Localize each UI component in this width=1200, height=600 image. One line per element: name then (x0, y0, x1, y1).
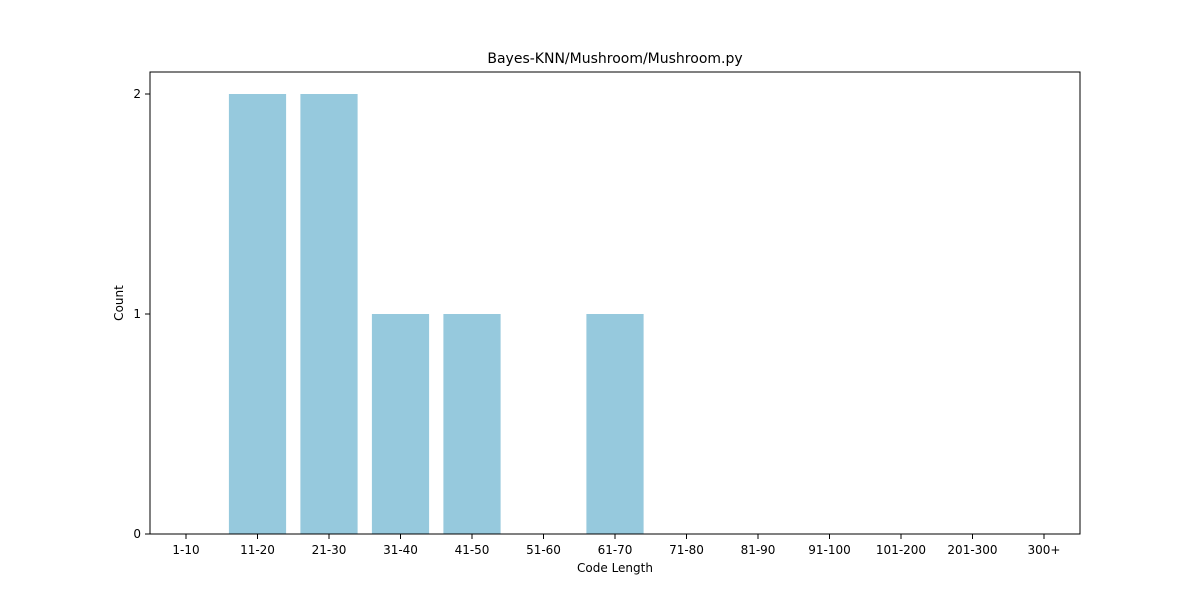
bar-21-30 (300, 94, 358, 534)
x-tick-label: 41-50 (455, 543, 490, 557)
x-tick-label: 61-70 (598, 543, 633, 557)
y-tick-label: 1 (133, 307, 141, 321)
bar-61-70 (586, 314, 644, 534)
x-tick-label: 91-100 (808, 543, 851, 557)
x-axis: 1-10 11-20 21-30 31-40 41-50 51-60 61-70 71-80 8… (172, 534, 1060, 557)
y-axis: 0 1 2 (133, 87, 150, 541)
y-tick-label: 2 (133, 87, 141, 101)
x-tick-label: 101-200 (876, 543, 926, 557)
x-tick-label: 81-90 (741, 543, 776, 557)
bar-41-50 (443, 314, 501, 534)
y-tick-label: 0 (133, 527, 141, 541)
x-axis-label: Code Length (577, 561, 653, 575)
x-tick-label: 300+ (1028, 543, 1061, 557)
bar-31-40 (371, 314, 430, 534)
bar-11-20 (228, 94, 287, 534)
x-tick-label: 11-20 (240, 543, 275, 557)
x-tick-label: 201-300 (947, 543, 997, 557)
x-tick-label: 71-80 (669, 543, 704, 557)
x-tick-label: 1-10 (172, 543, 199, 557)
x-tick-label: 31-40 (383, 543, 418, 557)
y-axis-label: Count (112, 285, 126, 321)
bars-group (228, 94, 644, 534)
chart-title: Bayes-KNN/Mushroom/Mushroom.py (487, 51, 742, 67)
x-tick-label: 21-30 (312, 543, 347, 557)
x-tick-label: 51-60 (526, 543, 561, 557)
